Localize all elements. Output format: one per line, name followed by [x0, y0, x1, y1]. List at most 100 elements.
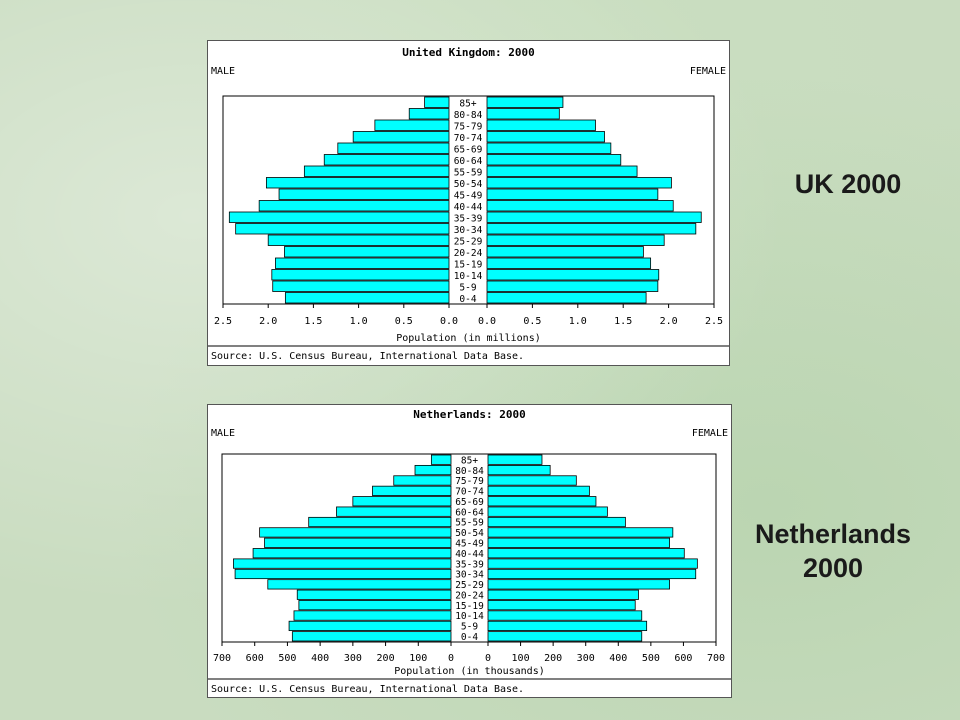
uk-male-bar: [284, 292, 450, 304]
nl-male-bar: [430, 454, 452, 465]
uk-age-label: 70-74: [454, 133, 483, 144]
uk-age-label: 30-34: [454, 225, 483, 236]
nl-female-bar: [487, 454, 543, 465]
uk-age-label: 40-44: [454, 202, 483, 213]
nl-female-bar: [487, 527, 674, 538]
uk-female-bar: [486, 200, 674, 212]
uk-side-label-text: UK 2000: [794, 169, 902, 199]
nl-source: Source: U.S. Census Bureau, Internationa…: [211, 684, 524, 695]
uk-tick-label: 2.0: [259, 316, 277, 327]
nl-age-label: 80-84: [455, 466, 484, 477]
nl-tick-label: 300: [344, 653, 362, 664]
uk-age-label: 50-54: [454, 179, 483, 190]
nl-female-bar: [487, 589, 639, 600]
uk-female-bar: [486, 165, 638, 177]
netherlands-pyramid-panel: Netherlands: 2000 MALE FEMALE 85+ 80-84 75-79…: [207, 404, 732, 698]
nl-age-label: 20-24: [455, 590, 484, 601]
uk-age-label: 55-59: [454, 168, 483, 179]
uk-male-bar: [408, 108, 450, 120]
nl-male-bar: [233, 558, 452, 569]
uk-male-bar: [275, 257, 450, 269]
uk-side-label: UK 2000: [748, 168, 948, 202]
uk-male-bar: [278, 188, 450, 200]
uk-male-bar: [323, 154, 450, 166]
uk-female-bar: [486, 119, 596, 131]
uk-female-bar: [486, 96, 564, 108]
uk-female-bar: [486, 246, 644, 258]
nl-male-bar: [414, 464, 452, 476]
uk-female-bar: [486, 223, 697, 235]
uk-male-bar: [235, 223, 450, 235]
uk-age-label: 15-19: [454, 260, 483, 271]
uk-female-bar: [486, 211, 702, 223]
uk-age-label: 80-84: [454, 110, 483, 121]
uk-female-bar: [486, 131, 605, 143]
uk-tick-label: 1.0: [569, 316, 587, 327]
nl-female-bar: [487, 579, 670, 590]
uk-pyramid-panel: United Kingdom: 2000 MALE FEMALE 85+ 80-84 75…: [207, 40, 730, 366]
nl-female-bar: [487, 631, 643, 642]
uk-age-label: 10-14: [454, 271, 483, 282]
uk-tick-label: 2.5: [705, 316, 723, 327]
uk-age-label: 0-4: [459, 294, 476, 305]
nl-tick-label: 0: [485, 653, 491, 664]
uk-male-bar: [265, 177, 450, 189]
uk-plot-frame: [222, 95, 715, 305]
uk-source: Source: U.S. Census Bureau, Internationa…: [211, 351, 524, 362]
nl-xlabel: Population (in thousands): [394, 666, 545, 677]
nl-male-bar: [291, 631, 452, 642]
uk-female-bar: [486, 177, 672, 189]
uk-female-bar: [486, 269, 660, 281]
netherlands-side-label: Netherlands 2000: [733, 518, 933, 586]
uk-age-label: 65-69: [454, 145, 483, 156]
uk-male-label: MALE: [211, 66, 235, 77]
uk-tick-label: 2.0: [660, 316, 678, 327]
nl-age-label: 15-19: [455, 601, 484, 612]
nl-female-bar: [487, 600, 636, 611]
nl-age-label: 85+: [461, 455, 478, 466]
nl-tick-label: 600: [674, 653, 692, 664]
nl-female-bar: [487, 537, 670, 548]
nl-male-bar: [293, 610, 452, 621]
nl-male-bar: [259, 527, 452, 538]
uk-tick-label: 1.0: [350, 316, 368, 327]
nl-male-label: MALE: [211, 428, 235, 439]
nl-age-label: 70-74: [455, 487, 484, 498]
nl-tick-label: 700: [213, 653, 231, 664]
nl-male-bar: [393, 475, 452, 486]
uk-age-label: 20-24: [454, 248, 483, 259]
nl-tick-label: 100: [409, 653, 427, 664]
nl-female-bar: [487, 475, 577, 486]
nl-tick-label: 100: [512, 653, 530, 664]
uk-age-label: 85+: [459, 99, 476, 110]
nl-age-label: 10-14: [455, 611, 484, 622]
nl-tick-label: 200: [544, 653, 562, 664]
uk-male-bar: [267, 234, 450, 246]
nl-male-bar: [308, 516, 452, 528]
nl-tick-label: 600: [246, 653, 264, 664]
nl-male-bar: [288, 620, 452, 632]
netherlands-side-label-line1: Netherlands: [754, 519, 912, 549]
uk-age-label: 35-39: [454, 214, 483, 225]
nl-age-label: 30-34: [455, 570, 484, 581]
nl-tick-label: 0: [448, 653, 454, 664]
nl-female-bar: [487, 568, 697, 580]
uk-female-bar: [486, 142, 612, 154]
uk-female-bar: [486, 234, 665, 246]
nl-tick-label: 500: [642, 653, 660, 664]
uk-tick-label: 0.5: [523, 316, 541, 327]
nl-tick-label: 300: [577, 653, 595, 664]
uk-male-bar: [271, 269, 450, 281]
uk-male-bar: [284, 246, 450, 258]
nl-male-bar: [234, 568, 452, 580]
nl-male-bar: [336, 506, 452, 517]
nl-age-label: 25-29: [455, 580, 484, 591]
nl-female-bar: [487, 516, 626, 528]
nl-female-bar: [487, 496, 597, 507]
uk-male-bar: [424, 96, 450, 108]
nl-age-label: 45-49: [455, 539, 484, 550]
uk-male-bar: [228, 211, 450, 223]
nl-plot-frame: [221, 453, 717, 643]
uk-title: United Kingdom: 2000: [402, 46, 534, 59]
nl-age-label: 55-59: [455, 518, 484, 529]
